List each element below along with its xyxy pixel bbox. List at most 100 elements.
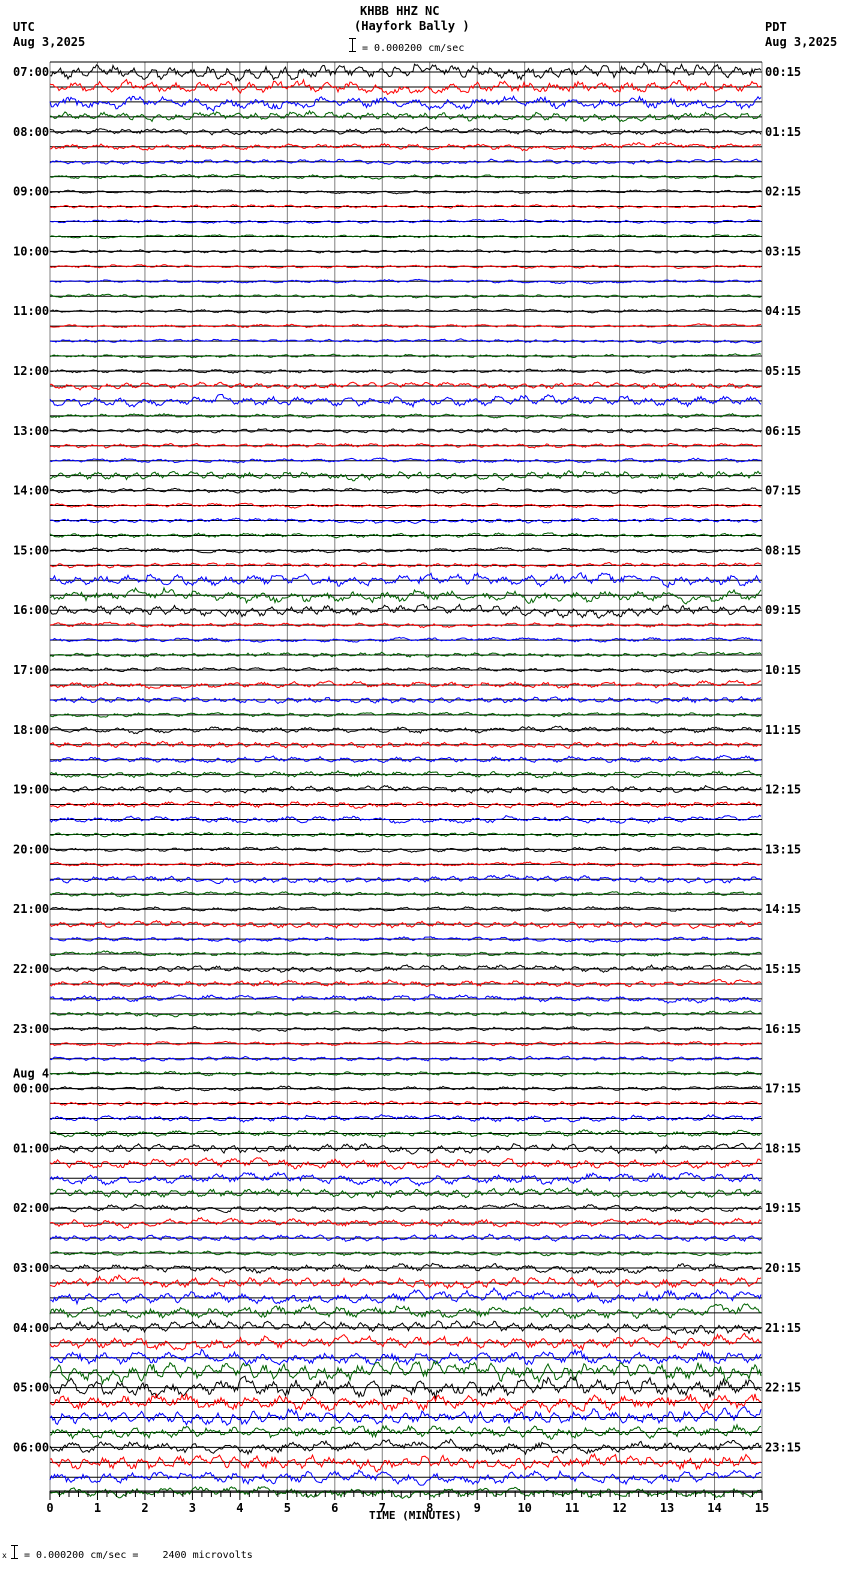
seismic-trace — [49, 950, 762, 957]
seismic-trace — [49, 964, 762, 974]
seismic-trace — [49, 1303, 761, 1320]
seismic-trace — [49, 62, 762, 83]
utc-hour-label: 23:00 — [13, 1022, 49, 1036]
pdt-hour-label: 19:15 — [765, 1201, 801, 1215]
seismic-trace — [49, 173, 762, 180]
pdt-hour-label: 07:15 — [765, 484, 801, 498]
seismic-trace — [49, 323, 762, 329]
seismic-trace — [49, 1129, 762, 1138]
scale-bar-cap-bottom — [349, 51, 356, 52]
x-tick-label: 14 — [707, 1501, 721, 1515]
footer-scale-cap-bottom — [11, 1558, 18, 1559]
utc-hour-label: 03:00 — [13, 1261, 49, 1275]
seismic-trace — [49, 457, 762, 464]
seismic-trace — [49, 1010, 762, 1018]
pdt-hour-label: 17:15 — [765, 1082, 801, 1096]
pdt-hour-label: 21:15 — [765, 1321, 801, 1335]
seismic-trace — [49, 218, 762, 225]
seismic-trace — [49, 978, 762, 988]
seismic-trace — [49, 1262, 762, 1275]
seismic-trace — [49, 561, 762, 569]
utc-hour-label: 00:00 — [13, 1082, 49, 1096]
pdt-hour-label: 08:15 — [765, 543, 801, 557]
footer-scale-cap-top — [11, 1545, 18, 1546]
utc-hour-label: 18:00 — [13, 723, 49, 737]
utc-hour-label: 04:00 — [13, 1321, 49, 1335]
utc-hour-label: 13:00 — [13, 424, 49, 438]
pdt-hour-label: 03:15 — [765, 244, 801, 258]
seismic-trace — [49, 1438, 762, 1456]
seismic-trace — [50, 189, 762, 195]
seismic-trace — [49, 1113, 762, 1123]
pdt-hour-label: 18:15 — [765, 1141, 801, 1155]
utc-hour-label: 10:00 — [13, 244, 49, 258]
utc-hour-label: 17:00 — [13, 663, 49, 677]
pdt-hour-label: 05:15 — [765, 364, 801, 378]
seismic-trace — [49, 502, 762, 509]
seismic-trace — [49, 308, 762, 314]
seismic-trace — [49, 1085, 762, 1092]
x-tick-label: 13 — [660, 1501, 674, 1515]
x-tick-label: 1 — [94, 1501, 101, 1515]
seismic-trace — [49, 1348, 762, 1366]
seismic-trace — [50, 1286, 762, 1306]
utc-hour-label: 01:00 — [13, 1141, 49, 1155]
seismic-trace — [49, 1452, 762, 1473]
seismic-trace — [49, 846, 762, 853]
x-tick-label: 9 — [474, 1501, 481, 1515]
pdt-hour-label: 06:15 — [765, 424, 801, 438]
left-date: Aug 3,2025 — [13, 35, 86, 49]
seismic-trace — [49, 1375, 762, 1399]
seismic-trace — [49, 94, 762, 113]
pdt-hour-label: 01:15 — [765, 125, 801, 139]
seismic-trace — [49, 754, 762, 764]
seismic-trace — [49, 1055, 762, 1062]
seismic-trace — [49, 1469, 762, 1486]
pdt-hour-label: 12:15 — [765, 783, 801, 797]
seismic-trace — [49, 1318, 762, 1336]
x-tick-label: 10 — [517, 1501, 531, 1515]
x-axis-label: TIME (MINUTES) — [369, 1509, 462, 1522]
seismic-trace — [49, 936, 762, 943]
seismic-trace — [49, 586, 762, 605]
utc-hour-label: 21:00 — [13, 902, 49, 916]
x-tick-label: 3 — [189, 1501, 196, 1515]
utc-hour-label: 20:00 — [13, 842, 49, 856]
x-tick-label: 8 — [426, 1501, 433, 1515]
pdt-hour-label: 10:15 — [765, 663, 801, 677]
seismic-trace — [49, 636, 762, 643]
seismic-trace — [49, 814, 762, 824]
x-tick-label: 15 — [755, 1501, 769, 1515]
seismic-trace — [49, 394, 762, 409]
seismic-trace — [49, 278, 762, 285]
seismic-trace — [49, 784, 762, 794]
pdt-hour-label: 14:15 — [765, 902, 801, 916]
seismic-trace — [49, 1393, 762, 1414]
station-title: KHBB HHZ NC — [360, 4, 440, 18]
footer-scale-bar-icon — [14, 1545, 15, 1559]
footer-scale-note: = 0.000200 cm/sec = 2400 microvolts — [24, 1550, 253, 1561]
seismic-trace — [49, 368, 762, 374]
x-tick-label: 5 — [284, 1501, 291, 1515]
seismic-trace — [49, 412, 762, 419]
seismic-trace — [49, 725, 762, 735]
seismic-trace — [49, 126, 762, 136]
seismic-trace — [49, 1486, 762, 1500]
seismic-trace — [49, 1171, 762, 1187]
x-tick-label: 7 — [379, 1501, 386, 1515]
seismic-trace — [49, 1187, 762, 1199]
footer-prefix: x — [2, 1551, 7, 1560]
seismic-trace — [49, 78, 762, 96]
seismic-trace — [49, 891, 762, 898]
seismic-trace — [49, 1040, 762, 1047]
right-timezone: PDT — [765, 20, 787, 34]
seismic-trace — [49, 651, 762, 658]
seismic-trace — [49, 679, 762, 690]
seismic-trace — [49, 1423, 762, 1441]
seismic-trace — [49, 1274, 762, 1290]
pdt-hour-label: 22:15 — [765, 1381, 801, 1395]
seismic-trace — [49, 1359, 762, 1386]
pdt-hour-label: 04:15 — [765, 304, 801, 318]
seismic-trace — [49, 109, 762, 123]
